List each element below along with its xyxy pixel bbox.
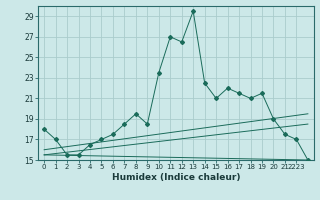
X-axis label: Humidex (Indice chaleur): Humidex (Indice chaleur) — [112, 173, 240, 182]
